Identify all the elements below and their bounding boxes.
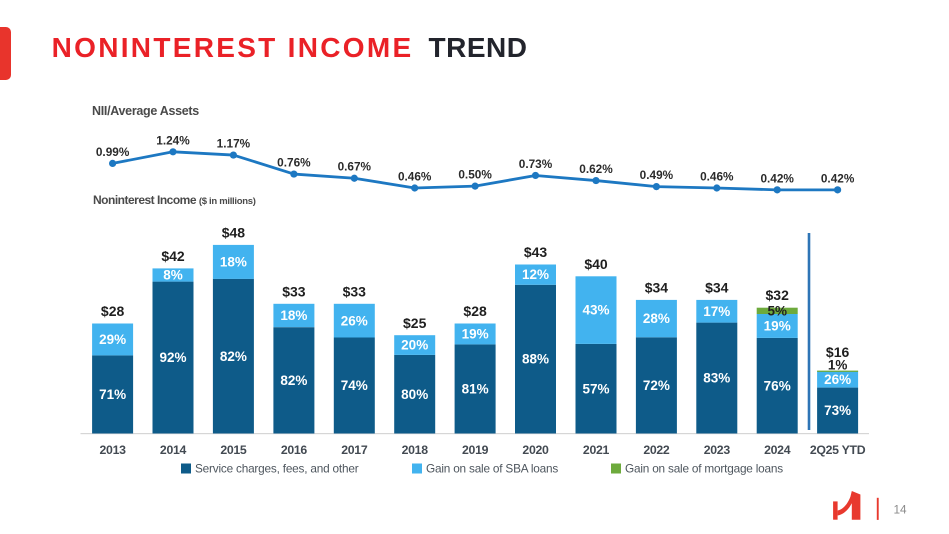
svg-text:2013: 2013 [100, 443, 127, 457]
svg-text:26%: 26% [341, 313, 368, 328]
svg-text:81%: 81% [462, 382, 489, 397]
svg-text:82%: 82% [220, 349, 247, 364]
svg-text:74%: 74% [341, 378, 368, 393]
svg-text:43%: 43% [582, 303, 609, 318]
svg-text:18%: 18% [280, 308, 307, 323]
svg-text:88%: 88% [522, 352, 549, 367]
svg-text:19%: 19% [764, 319, 791, 334]
svg-text:14: 14 [893, 503, 907, 517]
svg-text:2021: 2021 [583, 443, 610, 457]
svg-text:72%: 72% [643, 378, 670, 393]
svg-text:$28: $28 [463, 303, 487, 319]
svg-text:Gain on sale of SBA loans: Gain on sale of SBA loans [426, 462, 558, 476]
svg-text:2016: 2016 [281, 443, 308, 457]
svg-text:2023: 2023 [704, 443, 731, 457]
svg-text:2019: 2019 [462, 443, 489, 457]
svg-text:82%: 82% [280, 373, 307, 388]
svg-text:$34: $34 [705, 279, 729, 295]
svg-text:71%: 71% [99, 387, 126, 402]
svg-text:1.24%: 1.24% [156, 133, 190, 147]
svg-text:26%: 26% [824, 372, 851, 387]
svg-text:0.62%: 0.62% [579, 162, 613, 176]
svg-text:2020: 2020 [522, 443, 549, 457]
svg-text:$33: $33 [343, 283, 367, 299]
svg-text:$40: $40 [584, 256, 608, 272]
svg-text:2024: 2024 [764, 443, 791, 457]
svg-text:$43: $43 [524, 244, 548, 260]
svg-text:$28: $28 [101, 303, 125, 319]
svg-text:$16: $16 [826, 344, 850, 360]
svg-text:19%: 19% [462, 327, 489, 342]
svg-text:2014: 2014 [160, 443, 187, 457]
svg-text:0.73%: 0.73% [519, 157, 553, 171]
svg-text:$48: $48 [222, 224, 246, 240]
svg-text:28%: 28% [643, 311, 670, 326]
svg-text:1%: 1% [828, 358, 848, 373]
svg-text:92%: 92% [159, 350, 186, 365]
svg-text:$33: $33 [282, 283, 306, 299]
svg-text:80%: 80% [401, 387, 428, 402]
svg-text:17%: 17% [703, 304, 730, 319]
svg-text:2018: 2018 [402, 443, 429, 457]
svg-text:0.46%: 0.46% [398, 170, 432, 184]
svg-text:2Q25 YTD: 2Q25 YTD [810, 443, 866, 457]
svg-text:$42: $42 [161, 248, 185, 264]
svg-text:2022: 2022 [643, 443, 670, 457]
svg-text:0.49%: 0.49% [640, 168, 674, 182]
svg-text:0.76%: 0.76% [277, 156, 311, 170]
svg-text:20%: 20% [401, 338, 428, 353]
svg-text:0.50%: 0.50% [458, 168, 492, 182]
svg-text:$34: $34 [645, 279, 669, 295]
svg-text:0.42%: 0.42% [760, 171, 794, 185]
svg-text:8%: 8% [163, 268, 183, 283]
svg-text:0.67%: 0.67% [338, 160, 372, 174]
svg-text:$25: $25 [403, 315, 427, 331]
svg-text:2017: 2017 [341, 443, 368, 457]
svg-text:83%: 83% [703, 371, 730, 386]
svg-text:$32: $32 [766, 287, 790, 303]
svg-text:76%: 76% [764, 378, 791, 393]
svg-text:0.99%: 0.99% [96, 145, 130, 159]
svg-text:57%: 57% [582, 381, 609, 396]
svg-text:73%: 73% [824, 403, 851, 418]
svg-text:0.46%: 0.46% [700, 170, 734, 184]
svg-text:0.42%: 0.42% [821, 171, 855, 185]
svg-text:5%: 5% [767, 304, 787, 319]
svg-text:12%: 12% [522, 267, 549, 282]
svg-text:Service charges, fees, and oth: Service charges, fees, and other [195, 462, 359, 476]
svg-text:1.17%: 1.17% [217, 137, 251, 151]
svg-text:18%: 18% [220, 254, 247, 269]
svg-text:29%: 29% [99, 332, 126, 347]
svg-text:2015: 2015 [220, 443, 247, 457]
svg-text:Gain on sale of mortgage loans: Gain on sale of mortgage loans [625, 462, 783, 476]
